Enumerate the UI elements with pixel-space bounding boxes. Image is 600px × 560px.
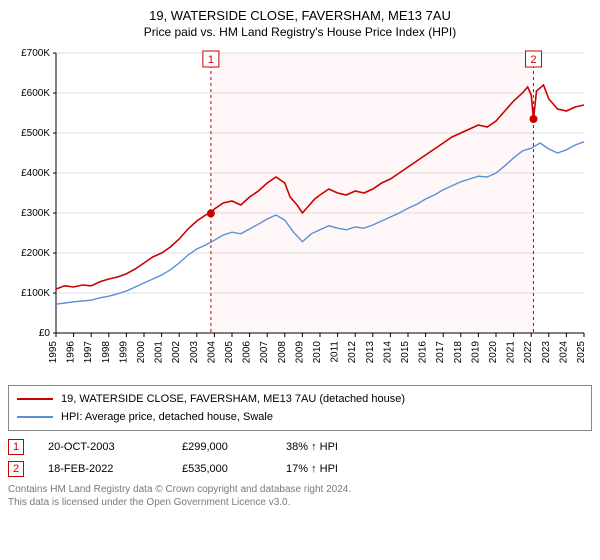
legend-swatch	[17, 398, 53, 400]
sale-marker-dot	[207, 209, 215, 217]
y-tick-label: £0	[39, 328, 51, 339]
sales-table: 1 20-OCT-2003 £299,000 38% ↑ HPI 2 18-FEB-202…	[8, 439, 592, 477]
legend-row: 19, WATERSIDE CLOSE, FAVERSHAM, ME13 7AU…	[17, 390, 583, 408]
sale-price: £535,000	[182, 463, 262, 475]
footnote-line: Contains HM Land Registry data © Crown c…	[8, 483, 592, 496]
sale-marker-number: 1	[208, 54, 214, 66]
x-tick-label: 2010	[312, 341, 323, 364]
chart-title: 19, WATERSIDE CLOSE, FAVERSHAM, ME13 7AU	[8, 8, 592, 23]
x-tick-label: 1995	[48, 341, 59, 364]
x-tick-label: 2000	[136, 341, 147, 364]
x-tick-label: 2024	[558, 341, 569, 364]
x-tick-label: 2020	[488, 341, 499, 364]
chart-container: 19, WATERSIDE CLOSE, FAVERSHAM, ME13 7AU…	[8, 8, 592, 509]
y-tick-label: £700K	[21, 48, 50, 59]
sale-marker-dot	[529, 115, 537, 123]
x-tick-label: 2002	[171, 341, 182, 364]
sale-date: 20-OCT-2003	[48, 441, 158, 453]
x-tick-label: 2018	[453, 341, 464, 364]
x-tick-label: 1996	[66, 341, 77, 364]
x-tick-label: 1997	[83, 341, 94, 364]
sale-pct: 38% ↑ HPI	[286, 441, 386, 453]
x-tick-label: 2008	[277, 341, 288, 364]
x-tick-label: 2023	[541, 341, 552, 364]
x-tick-label: 1999	[118, 341, 129, 364]
legend: 19, WATERSIDE CLOSE, FAVERSHAM, ME13 7AU…	[8, 385, 592, 431]
sale-pct: 17% ↑ HPI	[286, 463, 386, 475]
sale-row: 1 20-OCT-2003 £299,000 38% ↑ HPI	[8, 439, 592, 455]
x-tick-label: 2013	[365, 341, 376, 364]
x-tick-label: 2022	[523, 341, 534, 364]
x-tick-label: 2015	[400, 341, 411, 364]
y-tick-label: £300K	[21, 208, 50, 219]
footnote: Contains HM Land Registry data © Crown c…	[8, 483, 592, 509]
x-tick-label: 2007	[259, 341, 270, 364]
x-tick-label: 2014	[382, 341, 393, 364]
chart-plot-area: £0 £100K £200K £300K £400K £500K £600K £700K 199…	[8, 47, 592, 377]
sale-marker-number: 2	[530, 54, 536, 66]
x-tick-label: 2011	[330, 341, 341, 363]
x-tick-label: 1998	[101, 341, 112, 364]
legend-swatch	[17, 416, 53, 418]
y-tick-label: £600K	[21, 88, 50, 99]
sale-marker-badge: 2	[8, 461, 24, 477]
sale-date: 18-FEB-2022	[48, 463, 158, 475]
shaded-region	[211, 53, 534, 333]
y-tick-label: £100K	[21, 288, 50, 299]
x-tick-label: 2019	[470, 341, 481, 364]
x-tick-label: 2012	[347, 341, 358, 364]
x-tick-label: 2003	[189, 341, 200, 364]
x-tick-label: 2016	[418, 341, 429, 364]
y-tick-label: £500K	[21, 128, 50, 139]
y-tick-label: £200K	[21, 248, 50, 259]
x-tick-label: 2017	[435, 341, 446, 364]
legend-row: HPI: Average price, detached house, Swal…	[17, 408, 583, 426]
chart-svg: £0 £100K £200K £300K £400K £500K £600K £700K 199…	[8, 47, 592, 377]
chart-subtitle: Price paid vs. HM Land Registry's House …	[8, 25, 592, 39]
x-tick-label: 2009	[294, 341, 305, 364]
x-tick-label: 2006	[242, 341, 253, 364]
y-tick-label: £400K	[21, 168, 50, 179]
x-tick-label: 2001	[154, 341, 165, 364]
sale-row: 2 18-FEB-2022 £535,000 17% ↑ HPI	[8, 461, 592, 477]
x-tick-label: 2005	[224, 341, 235, 364]
x-tick-label: 2004	[206, 341, 217, 364]
x-tick-label: 2021	[506, 341, 517, 364]
sale-marker-badge: 1	[8, 439, 24, 455]
legend-label: 19, WATERSIDE CLOSE, FAVERSHAM, ME13 7AU…	[61, 393, 405, 405]
sale-price: £299,000	[182, 441, 262, 453]
legend-label: HPI: Average price, detached house, Swal…	[61, 411, 273, 423]
footnote-line: This data is licensed under the Open Gov…	[8, 496, 592, 509]
x-tick-label: 2025	[576, 341, 587, 364]
